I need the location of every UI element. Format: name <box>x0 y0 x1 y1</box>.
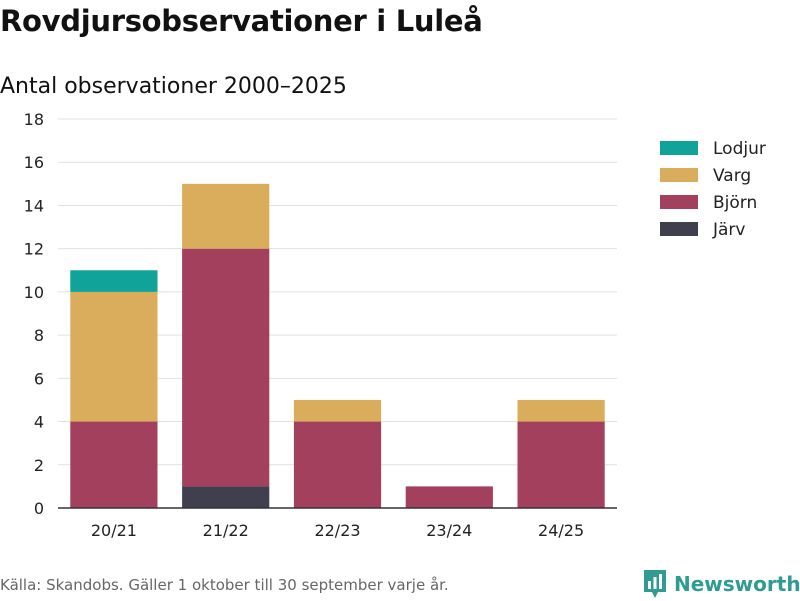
bar-varg-22-23 <box>293 399 382 422</box>
bar-björn-24-25 <box>517 421 605 508</box>
bar-björn-21-22 <box>182 248 270 487</box>
y-tick-label: 14 <box>24 196 44 215</box>
legend-label-järv: Järv <box>712 220 745 240</box>
bar-varg-21-22 <box>182 183 270 249</box>
y-tick-label: 2 <box>34 456 44 475</box>
legend-label-varg: Varg <box>713 166 751 186</box>
y-tick-label: 6 <box>34 369 44 388</box>
legend-label-lodjur: Lodjur <box>713 139 766 159</box>
legend-swatch-varg <box>660 168 698 182</box>
bar-varg-24-25 <box>517 399 605 422</box>
x-tick-label: 21/22 <box>203 521 249 540</box>
brand-logo[interactable]: Newsworthy <box>642 567 800 601</box>
bar-järv-21-22 <box>182 486 270 508</box>
bar-lodjur-20-21 <box>70 270 158 292</box>
bar-björn-20-21 <box>70 421 158 508</box>
x-tick-label: 24/25 <box>538 521 584 540</box>
y-tick-label: 12 <box>24 240 44 259</box>
legend-swatch-björn <box>660 195 698 209</box>
x-tick-label: 22/23 <box>314 521 360 540</box>
newsworthy-logo-icon <box>644 570 666 598</box>
legend-swatch-lodjur <box>660 141 698 155</box>
y-tick-label: 4 <box>34 413 44 432</box>
x-tick-label: 23/24 <box>426 521 472 540</box>
y-tick-label: 8 <box>34 326 44 345</box>
source-note: Källa: Skandobs. Gäller 1 oktober till 3… <box>0 576 449 594</box>
brand-name: Newsworthy <box>674 572 800 596</box>
bar-varg-20-21 <box>70 291 158 422</box>
y-tick-label: 10 <box>24 283 44 302</box>
y-tick-label: 0 <box>34 499 44 518</box>
legend-label-björn: Björn <box>713 193 757 213</box>
legend-swatch-järv <box>660 222 698 236</box>
y-tick-label: 18 <box>24 110 44 129</box>
x-tick-label: 20/21 <box>91 521 137 540</box>
chart-subtitle: Antal observationer 2000–2025 <box>0 74 347 99</box>
bar-björn-22-23 <box>293 421 382 508</box>
y-tick-label: 16 <box>24 153 44 172</box>
bar-björn-23-24 <box>405 486 493 508</box>
chart-title: Rovdjursobservationer i Luleå <box>0 4 483 38</box>
